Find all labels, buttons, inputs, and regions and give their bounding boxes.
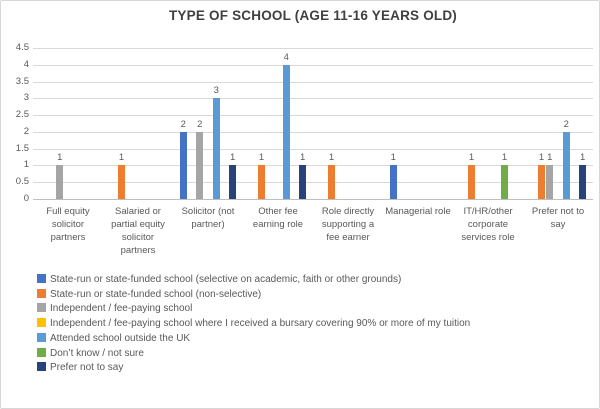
x-category-label: Other fee earning role bbox=[252, 206, 304, 230]
gridline bbox=[33, 81, 593, 83]
y-tick-label: 2.5 bbox=[15, 109, 29, 121]
y-axis-tick-labels: 0 0.5 1 1.5 2 2.5 3 3.5 4 4.5 bbox=[1, 42, 29, 204]
legend-entry: State-run or state-funded school (non-se… bbox=[37, 284, 262, 300]
bar-value-label: 1 bbox=[538, 152, 545, 164]
x-category-label: Role directly supporting a fee earner bbox=[321, 206, 375, 243]
bar-series-7-category-3 bbox=[229, 165, 237, 199]
gridline bbox=[33, 182, 593, 184]
legend-label: Independent / fee-paying school where I … bbox=[50, 318, 471, 330]
bar-value-label: 1 bbox=[580, 152, 586, 164]
bar-value-label: 3 bbox=[213, 85, 219, 97]
bar-series-7-category-8 bbox=[579, 165, 587, 199]
legend-entry: Independent / fee-paying school where I … bbox=[37, 313, 471, 330]
legend-label: State-run or state-funded school (select… bbox=[50, 274, 402, 285]
legend-swatch-icon bbox=[37, 303, 46, 313]
legend-entry: Attended school outside the UK bbox=[37, 328, 191, 344]
y-tick-label: 2 bbox=[23, 125, 29, 137]
x-category-label: IT/HR/other corporate services role bbox=[461, 206, 515, 243]
bar-value-label: 1 bbox=[501, 152, 508, 164]
legend-swatch-icon bbox=[37, 362, 46, 372]
legend-label: State-run or state-funded school (non-se… bbox=[50, 288, 262, 300]
bar-value-label: 1 bbox=[390, 152, 396, 164]
bar-series-3-category-3 bbox=[196, 131, 204, 199]
bar-series-1-category-6 bbox=[389, 165, 397, 199]
legend-entry: State-run or state-funded school (select… bbox=[37, 269, 402, 285]
bar-series-2-category-5 bbox=[328, 165, 336, 199]
gridline bbox=[33, 131, 593, 133]
y-tick-label: 1.5 bbox=[15, 142, 29, 154]
bar-series-7-category-4 bbox=[299, 165, 307, 199]
bar-series-2-category-4 bbox=[258, 165, 266, 199]
y-tick-label: 3 bbox=[23, 92, 29, 104]
bar-value-label: 4 bbox=[283, 51, 289, 63]
bar-value-label: 1 bbox=[230, 152, 236, 164]
y-tick-label: 3.5 bbox=[15, 75, 29, 87]
x-category-label: Full equity solicitor partners bbox=[46, 206, 90, 243]
legend-swatch-icon bbox=[37, 318, 46, 328]
x-axis-line bbox=[33, 199, 593, 200]
y-tick-label: 4 bbox=[23, 58, 29, 70]
bar-value-label: 2 bbox=[180, 118, 186, 130]
legend-swatch-icon bbox=[37, 288, 46, 298]
legend-swatch-icon bbox=[37, 347, 46, 357]
bar-value-label: 1 bbox=[57, 152, 63, 164]
gridline bbox=[33, 165, 593, 167]
y-tick-label: 0.5 bbox=[15, 176, 29, 188]
bar-series-5-category-8 bbox=[562, 131, 570, 199]
y-tick-label: 4.5 bbox=[15, 42, 29, 53]
x-category-label: Managerial role bbox=[385, 206, 451, 217]
chart-title: TYPE OF SCHOOL (AGE 11-16 YEARS OLD) bbox=[168, 8, 457, 23]
bar-series-6-category-7 bbox=[500, 165, 508, 199]
x-category-label: Salaried or partial equity solicitor par… bbox=[111, 206, 165, 256]
bar-value-label: 1 bbox=[547, 152, 553, 164]
bar-value-label: 1 bbox=[468, 152, 475, 164]
legend-label: Independent / fee-paying school bbox=[50, 303, 193, 315]
bar-value-label: 1 bbox=[258, 152, 265, 164]
bar-series-2-category-8 bbox=[538, 165, 546, 199]
gridline bbox=[33, 98, 593, 100]
bar-series-1-category-3 bbox=[179, 131, 187, 199]
legend-entry: Independent / fee-paying school bbox=[37, 298, 193, 315]
legend-label: Attended school outside the UK bbox=[50, 332, 191, 344]
y-tick-label: 1 bbox=[23, 159, 29, 171]
bar-series-2-category-2 bbox=[118, 165, 126, 199]
bar-series-3-category-1 bbox=[56, 165, 64, 199]
bar-value-label: 1 bbox=[328, 152, 335, 164]
legend-swatch-icon bbox=[37, 274, 46, 283]
legend-entry: Don’t know / not sure bbox=[37, 343, 144, 359]
gridline bbox=[33, 64, 593, 66]
bar-series-3-category-8 bbox=[546, 165, 554, 199]
bar-series-5-category-4 bbox=[282, 64, 290, 199]
gridline bbox=[33, 148, 593, 150]
gridline bbox=[33, 48, 593, 49]
bar-value-label: 1 bbox=[118, 152, 125, 164]
x-category-label: Prefer not to say bbox=[531, 206, 585, 230]
bar-series-5-category-3 bbox=[212, 98, 220, 199]
bar-value-label: 2 bbox=[563, 118, 569, 130]
legend-swatch-icon bbox=[37, 332, 46, 342]
legend-label: Don’t know / not sure bbox=[50, 347, 144, 359]
legend-entry: Prefer not to say bbox=[37, 357, 124, 374]
legend-label: Prefer not to say bbox=[50, 362, 124, 374]
gridline bbox=[33, 115, 593, 117]
bar-value-label: 1 bbox=[300, 152, 306, 164]
y-tick-label: 0 bbox=[23, 193, 29, 204]
bar-value-label: 2 bbox=[197, 118, 203, 130]
x-category-label: Solicitor (not partner) bbox=[181, 206, 235, 230]
bar-series-2-category-7 bbox=[468, 165, 476, 199]
